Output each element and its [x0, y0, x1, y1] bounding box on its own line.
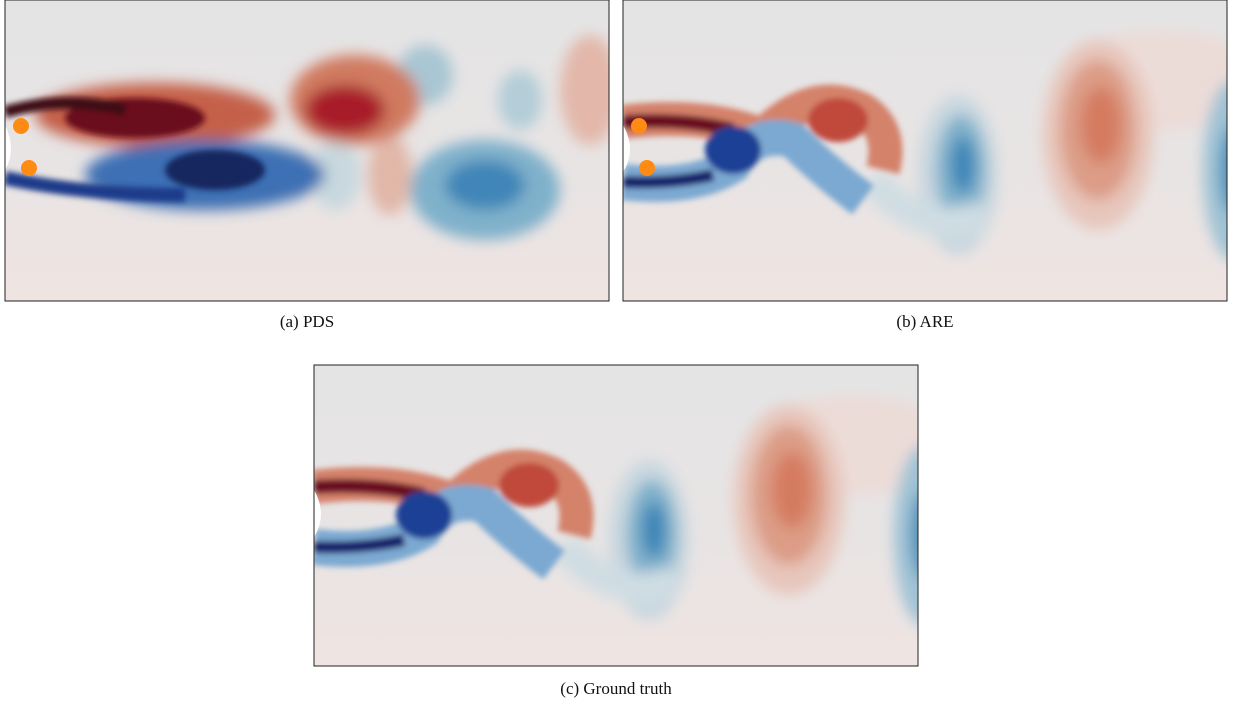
sensor	[21, 160, 37, 176]
caption: (b) ARE	[896, 312, 953, 331]
figure: (a) PDS (b) ARE (c) Ground truth	[0, 0, 1233, 707]
panel-are	[623, 0, 1233, 301]
page: {"panels": [ {"caption": "(a) PDS"}, {"c…	[0, 0, 1233, 707]
caption: (a) PDS	[280, 312, 334, 331]
caption: (c) Ground truth	[560, 679, 672, 698]
sensor	[13, 118, 29, 134]
sensor	[639, 160, 655, 176]
panel-ground-truth	[314, 365, 954, 666]
sensor	[631, 118, 647, 134]
panel-pds	[5, 0, 620, 301]
